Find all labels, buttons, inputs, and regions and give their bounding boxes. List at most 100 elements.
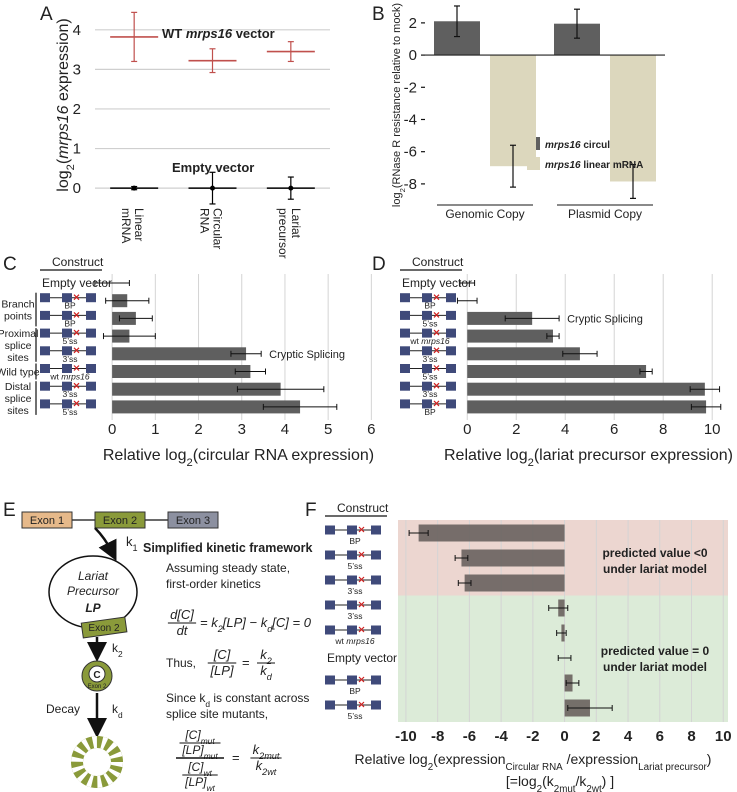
decay-label: Decay [46,702,80,716]
bar [467,329,553,343]
panel-label: B [372,4,385,25]
x-tick-label: 4 [561,421,569,438]
x-axis-label: Relative log2(expressionCircular RNA /ex… [355,751,712,773]
x-axis-label-part: (circular RNA expression) [193,447,374,464]
y-tick-label: 1 [73,141,81,158]
bar [464,574,565,592]
series-label: WT mrps16 vector [162,26,275,41]
series-label-part: vector [232,26,275,41]
fraction-numerator: [C] [213,647,231,662]
construct-header: Construct [337,501,389,515]
row-label: 5’ss [423,372,438,382]
fraction-denominator: [LP]mut [181,743,218,761]
rate-label-sub: 2 [118,649,123,659]
exon [80,616,128,639]
row-label: Empty vector [402,276,472,290]
exon-box [400,328,410,338]
row-label: 5’ss [63,407,78,417]
row-label-part: 3’ss [423,389,438,399]
framework-text-part: splice site mutants, [166,707,268,721]
row-label-part: 5’ss [423,318,438,328]
x-tick-label: 0 [108,421,116,438]
x-tick-label: 3 [238,421,246,438]
x-axis-label-part: /k [576,773,588,789]
panel-label: C [3,254,17,275]
framework-text-sub: d [205,699,210,709]
exon-box [40,346,50,356]
x-tick-label: Lariatprecursor [276,208,303,259]
x-axis-label-part: Relative log [355,751,428,767]
annotation: Cryptic Splicing [567,313,643,325]
exon-box [62,399,72,409]
x-axis-label: Relative log2(lariat precursor expressio… [444,447,733,469]
value-dot [288,185,294,191]
x-axis-label-sub: 2mut [554,784,576,792]
fraction-numerator-part: [C] [187,760,204,774]
fraction-numerator: [C]mut [184,728,215,746]
row-label: 5’ss [348,561,363,571]
fraction-numerator: k2mut [253,742,280,761]
group-label: Wild type [0,367,40,379]
exon-box [371,600,381,610]
group-label-line: Distal [5,381,31,393]
exon-box [86,381,96,391]
exon-box [62,328,72,338]
row-label: 3’ss [348,611,363,621]
fraction-numerator: [C]wt [187,760,212,778]
fraction-denominator: [LP]wt [184,775,215,792]
fraction-numerator-part: k [253,742,261,757]
series-label-part: WT [162,26,186,41]
x-tick-label: -4 [494,728,508,745]
exon-box [446,310,456,320]
equation: = [232,750,240,765]
exon-box [446,346,456,356]
lariat-label-line: Precursor [67,584,120,598]
x-tick-label-line: RNA [198,208,212,233]
exon-box [446,399,456,409]
arrow [94,527,117,561]
equation: = [242,655,250,670]
group-label-line: sites [7,405,29,417]
x-axis-label-part: Relative log [444,447,528,464]
exon-box [371,625,381,635]
exon-box [62,293,72,303]
exon-box [347,675,357,685]
bar [112,365,251,378]
bar [467,311,533,325]
y-tick-label: 0 [73,180,81,197]
y-tick-label: -8 [404,176,417,193]
series-label-italic: mrps16 [186,26,233,41]
exon-box [347,600,357,610]
mutation-mark [73,347,80,354]
exon-box [325,625,335,635]
fraction-numerator-sub: 2mut [258,751,280,761]
framework-text: Since kd is constant across [166,691,309,709]
region-label-line: under lariat model [603,562,707,576]
x-tick-label: 4 [624,728,633,745]
y-axis-label-part: ( [55,158,72,164]
y-tick-label: 0 [409,47,417,64]
row-label: 5’ss [348,711,363,721]
fraction-denominator-sub: d [267,672,273,682]
exon-label: Exon 3 [176,515,210,527]
row-label: 3’ss [63,354,78,364]
exon [167,511,219,529]
group-label-line: Proximal [0,328,38,340]
framework-text-part: Since k [166,691,206,705]
equation-part: [C] = 0 [271,615,311,630]
row-label: BP [64,301,76,311]
row-label-part: 5’ss [423,372,438,382]
y-tick-label: 3 [73,61,81,78]
exon-box [347,625,357,635]
mutation-mark [433,347,440,354]
mutation-mark [358,576,365,583]
bar [112,400,301,414]
row-label-part: 5’ss [348,561,363,571]
mutation-mark [358,676,365,683]
fraction-denominator-part: k [260,663,268,678]
row-label: 3’ss [63,389,78,399]
mutation-mark [73,365,80,371]
x-axis-label-sub: 2wt [586,784,602,792]
row-label-part: wt [334,636,346,646]
x-tick-label: 6 [656,728,664,745]
